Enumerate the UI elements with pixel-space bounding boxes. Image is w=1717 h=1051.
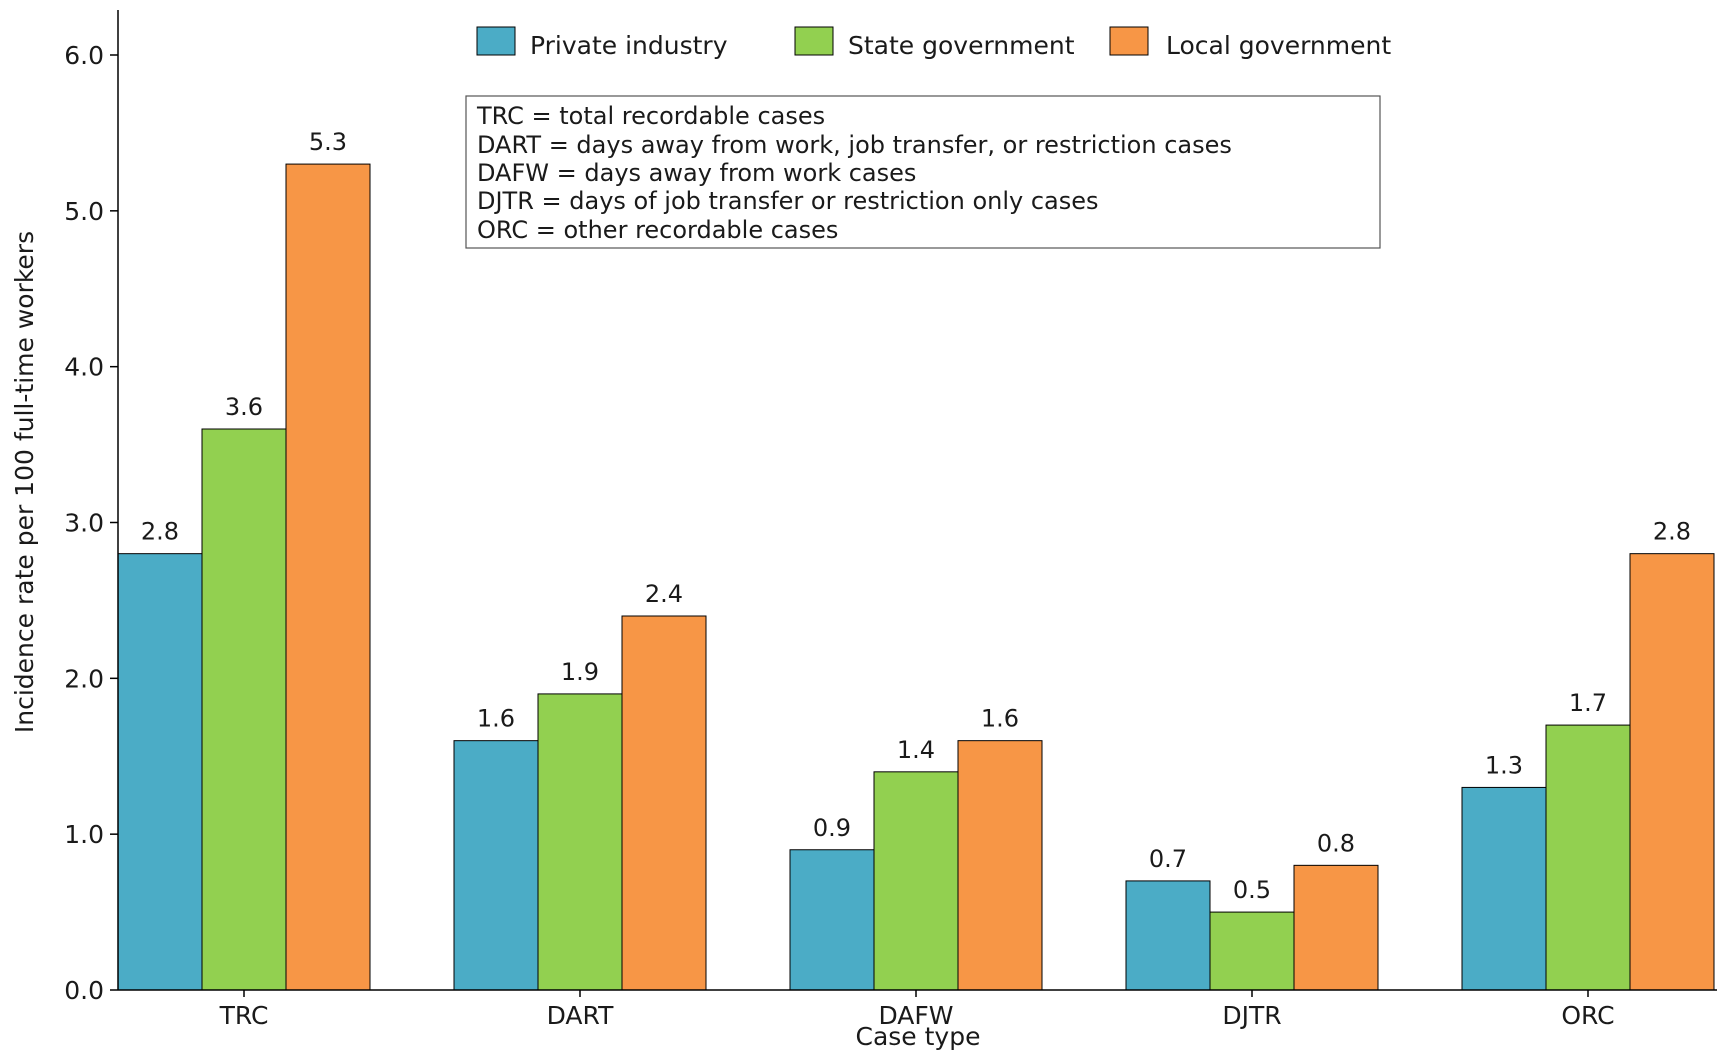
data-label-dart-private-industry: 1.6 (477, 705, 515, 733)
data-label-orc-local-government: 2.8 (1653, 518, 1691, 546)
legend-swatch-private-industry (476, 26, 516, 56)
data-label-dart-state-government: 1.9 (561, 658, 599, 686)
data-label-djtr-local-government: 0.8 (1317, 829, 1355, 857)
x-tick-label-djtr: DJTR (1222, 1001, 1281, 1030)
bar-dart-state-government (537, 693, 623, 991)
bar-dafw-private-industry (789, 849, 875, 991)
bar-trc-state-government (201, 428, 287, 991)
x-tick-label-trc: TRC (219, 1001, 269, 1030)
x-tick-label-dart: DART (547, 1001, 614, 1030)
bar-trc-private-industry (117, 553, 203, 991)
y-tick-label-4-0: 4.0 (64, 353, 104, 382)
bar-dart-private-industry (453, 740, 539, 991)
bar-orc-local-government (1629, 553, 1715, 991)
y-tick-label-2-0: 2.0 (64, 664, 104, 693)
data-label-dafw-state-government: 1.4 (897, 736, 935, 764)
data-label-trc-local-government: 5.3 (309, 128, 347, 156)
bar-djtr-local-government (1293, 864, 1379, 991)
bar-orc-private-industry (1461, 786, 1547, 991)
x-tick-label-dafw: DAFW (878, 1001, 953, 1030)
abbreviation-note-dart: DART = days away from work, job transfer… (477, 131, 1232, 159)
data-label-trc-state-government: 3.6 (225, 393, 263, 421)
legend-label-local-government: Local government (1166, 31, 1391, 60)
data-label-trc-private-industry: 2.8 (141, 518, 179, 546)
legend-swatch-local-government (1109, 26, 1149, 56)
x-tick-label-orc: ORC (1561, 1001, 1614, 1030)
x-axis-title: Case type (856, 1022, 981, 1051)
bar-dafw-local-government (957, 740, 1043, 991)
abbreviation-note-djtr: DJTR = days of job transfer or restricti… (477, 187, 1099, 215)
data-label-dafw-private-industry: 0.9 (813, 814, 851, 842)
x-ticks-layer: TRC DART DAFW DJTR ORC (219, 990, 1615, 1030)
data-label-dafw-local-government: 1.6 (981, 705, 1019, 733)
legend-swatch-state-government (794, 26, 834, 56)
abbreviation-note-orc: ORC = other recordable cases (477, 216, 838, 244)
bar-trc-local-government (285, 163, 371, 991)
legend-label-private-industry: Private industry (530, 31, 728, 60)
data-label-djtr-state-government: 0.5 (1233, 876, 1271, 904)
y-tick-label-1-0: 1.0 (64, 820, 104, 849)
y-tick-label-5-0: 5.0 (64, 197, 104, 226)
legend-label-state-government: State government (848, 31, 1075, 60)
bar-dart-local-government (621, 615, 707, 991)
y-tick-label-3-0: 3.0 (64, 509, 104, 538)
data-label-orc-private-industry: 1.3 (1485, 751, 1523, 779)
bar-orc-state-government (1545, 724, 1631, 991)
data-labels-layer: 2.8 3.6 5.3 1.6 1.9 2.4 0.9 1.4 1.6 0.7 0.5 0.8 1.3 1… (141, 128, 1691, 904)
abbreviation-note-border (465, 95, 1381, 249)
axes-layer (117, 10, 1717, 991)
legend: Private industry State government Local … (476, 26, 1391, 60)
bar-djtr-state-government (1209, 911, 1295, 991)
y-axis-title: Incidence rate per 100 full-time workers (10, 231, 39, 733)
abbreviation-note-box: TRC = total recordable cases DART = days… (465, 95, 1381, 249)
y-tick-label-6-0: 6.0 (64, 41, 104, 70)
bar-djtr-private-industry (1125, 880, 1211, 991)
y-tick-label-0-0: 0.0 (64, 976, 104, 1005)
y-ticks-layer: 0.0 1.0 2.0 3.0 4.0 5.0 6.0 (64, 41, 118, 1005)
abbreviation-note-dafw: DAFW = days away from work cases (477, 159, 916, 187)
data-label-dart-local-government: 2.4 (645, 580, 683, 608)
data-label-orc-state-government: 1.7 (1569, 689, 1607, 717)
abbreviation-note-trc: TRC = total recordable cases (476, 102, 825, 130)
bar-dafw-state-government (873, 771, 959, 991)
bars-layer (117, 163, 1715, 991)
data-label-djtr-private-industry: 0.7 (1149, 845, 1187, 873)
